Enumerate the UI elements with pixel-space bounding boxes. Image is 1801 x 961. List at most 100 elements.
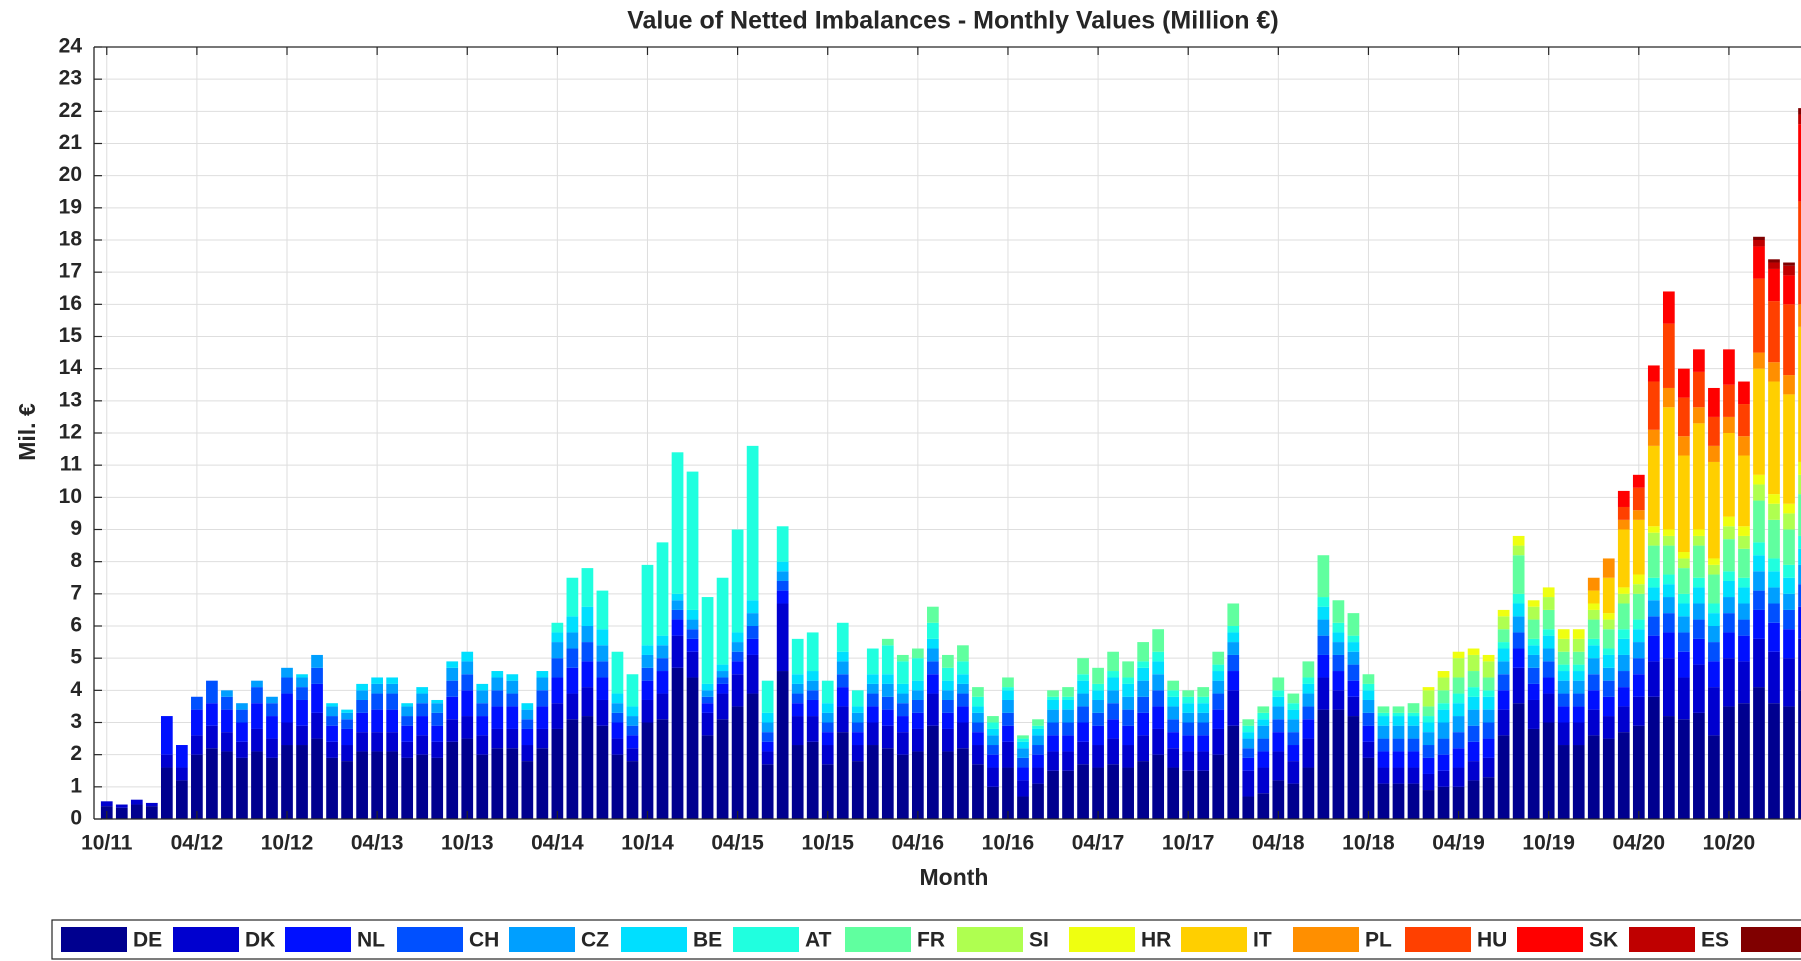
bar-segment — [1422, 757, 1435, 774]
bar-segment — [1242, 757, 1255, 771]
bar-segment — [1708, 387, 1720, 417]
bar-segment — [1287, 732, 1300, 746]
bar-segment — [1602, 648, 1615, 655]
bar-segment — [911, 680, 924, 691]
bar-segment — [1452, 767, 1465, 787]
legend-swatch — [397, 927, 463, 952]
bar-segment — [671, 635, 684, 668]
bar-segment — [1783, 529, 1795, 565]
bar-segment — [1362, 725, 1375, 742]
bar-segment — [866, 745, 879, 819]
bar-segment — [1723, 349, 1735, 385]
bar-segment — [942, 690, 954, 700]
bar-segment — [851, 706, 864, 713]
bar-segment — [1437, 770, 1450, 787]
bar-segment — [1437, 671, 1450, 678]
bar-segment — [731, 706, 744, 819]
bar-segment — [761, 732, 774, 742]
bar-segment — [896, 716, 909, 733]
bar-segment — [746, 613, 759, 626]
bar-segment — [1798, 114, 1801, 125]
bar-segment — [1768, 262, 1780, 269]
bar-segment — [1512, 603, 1525, 617]
bar-segment — [1407, 725, 1420, 739]
bar-segment — [1723, 384, 1735, 417]
bar-segment — [1723, 632, 1735, 659]
bar-segment — [1708, 445, 1720, 462]
bar-segment — [1512, 545, 1525, 556]
bar-segment — [881, 683, 894, 697]
bar-segment — [1242, 748, 1255, 758]
bar-segment — [251, 703, 263, 729]
bar-segment — [611, 693, 624, 704]
bar-segment — [1197, 722, 1210, 736]
bar-segment — [1783, 304, 1795, 376]
bar-segment — [476, 735, 489, 755]
bar-segment — [1047, 709, 1059, 723]
bar-segment — [1452, 677, 1465, 694]
legend-label: SK — [1589, 929, 1618, 952]
bar-segment — [596, 677, 609, 700]
bar-segment — [1062, 770, 1074, 819]
bar-segment — [987, 754, 999, 768]
bar-segment — [1723, 580, 1735, 598]
bar-segment — [1798, 124, 1801, 202]
x-tick-label: 10/16 — [982, 832, 1035, 855]
bar-segment — [1662, 323, 1675, 388]
bar-segment — [1497, 609, 1510, 617]
y-tick-label: 20 — [59, 163, 82, 186]
bar-segment — [491, 690, 504, 707]
bar-segment — [836, 622, 849, 652]
bar-segment — [1212, 651, 1225, 665]
bar-segment — [1557, 680, 1570, 694]
bar-segment — [266, 738, 278, 758]
bar-segment — [130, 799, 143, 805]
bar-segment — [1708, 574, 1720, 604]
bar-segment — [1708, 642, 1720, 662]
bar-segment — [1693, 529, 1705, 536]
bar-segment — [1617, 687, 1630, 707]
bar-segment — [1167, 732, 1180, 749]
bar-segment — [206, 748, 218, 819]
bar-segment — [806, 690, 819, 700]
bar-segment — [1347, 664, 1360, 681]
bar-segment — [1497, 674, 1510, 691]
bar-segment — [1167, 767, 1180, 819]
bar-segment — [1152, 651, 1165, 662]
bar-segment — [1017, 738, 1029, 742]
bar-segment — [1738, 455, 1750, 527]
bar-segment — [1753, 638, 1765, 688]
bar-segment — [1032, 767, 1044, 784]
x-tick-label: 04/18 — [1252, 832, 1305, 855]
bar-segment — [881, 725, 894, 749]
bar-segment — [1452, 658, 1465, 678]
bar-segment — [1753, 500, 1765, 543]
bar-segment — [1617, 593, 1630, 604]
bar-segment — [731, 661, 744, 675]
bar-segment — [115, 807, 128, 819]
bar-segment — [596, 645, 609, 662]
bar-segment — [942, 680, 954, 691]
bar-segment — [686, 677, 699, 819]
bar-segment — [1242, 725, 1255, 733]
bar-segment — [791, 716, 804, 746]
bars — [100, 108, 1801, 819]
bar-segment — [1092, 683, 1104, 691]
bar-segment — [927, 693, 939, 726]
bar-segment — [927, 622, 939, 639]
bar-segment — [191, 754, 203, 819]
bar-segment — [1647, 696, 1660, 819]
bar-segment — [1798, 201, 1801, 305]
bar-segment — [1753, 555, 1765, 572]
bar-segment — [596, 629, 609, 646]
bar-segment — [596, 699, 609, 726]
bar-segment — [266, 696, 278, 704]
bar-segment — [1723, 597, 1735, 614]
bar-segment — [866, 683, 879, 694]
bar-segment — [1708, 661, 1720, 688]
bar-segment — [957, 706, 969, 723]
legend-label: ES — [1701, 929, 1729, 952]
legend-swatch — [1517, 927, 1583, 952]
bar-segment — [1212, 680, 1225, 694]
bar-segment — [1092, 699, 1104, 713]
